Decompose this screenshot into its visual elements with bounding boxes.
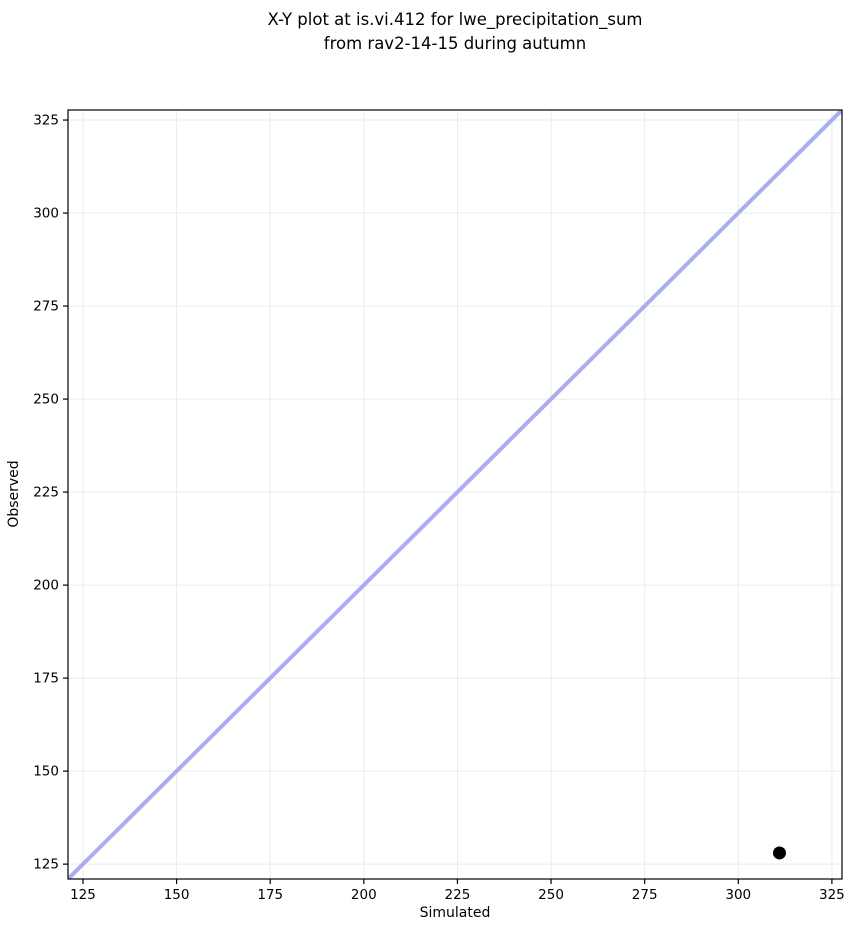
y-tick-label: 250 [33,392,59,408]
x-tick-label: 150 [164,887,190,903]
y-tick-label: 125 [33,857,59,873]
y-tick-label: 300 [33,206,59,222]
chart-title-line1: X-Y plot at is.vi.412 for lwe_precipitat… [267,10,643,29]
y-tick-label: 225 [33,485,59,501]
x-tick-label: 225 [445,887,471,903]
y-tick-label: 275 [33,299,59,315]
x-tick-label: 275 [632,887,658,903]
x-axis-label: Simulated [419,905,491,921]
chart-title-line2: from rav2-14-15 during autumn [323,33,587,53]
x-tick-label: 250 [538,887,564,903]
x-tick-label: 300 [725,887,751,903]
x-tick-label: 200 [351,887,377,903]
x-tick-label: 175 [257,887,283,903]
y-tick-label: 325 [33,113,59,129]
y-tick-label: 150 [33,764,59,780]
x-tick-label: 125 [70,887,96,903]
y-axis-label: Observed [6,460,22,528]
identity-line [68,110,842,879]
y-tick-label: 175 [33,671,59,687]
y-tick-label: 200 [33,578,59,594]
chart-title: X-Y plot at is.vi.412 for lwe_precipitat… [68,8,842,55]
data-point [772,846,786,860]
plot-border [67,109,843,880]
x-tick-label: 325 [819,887,845,903]
